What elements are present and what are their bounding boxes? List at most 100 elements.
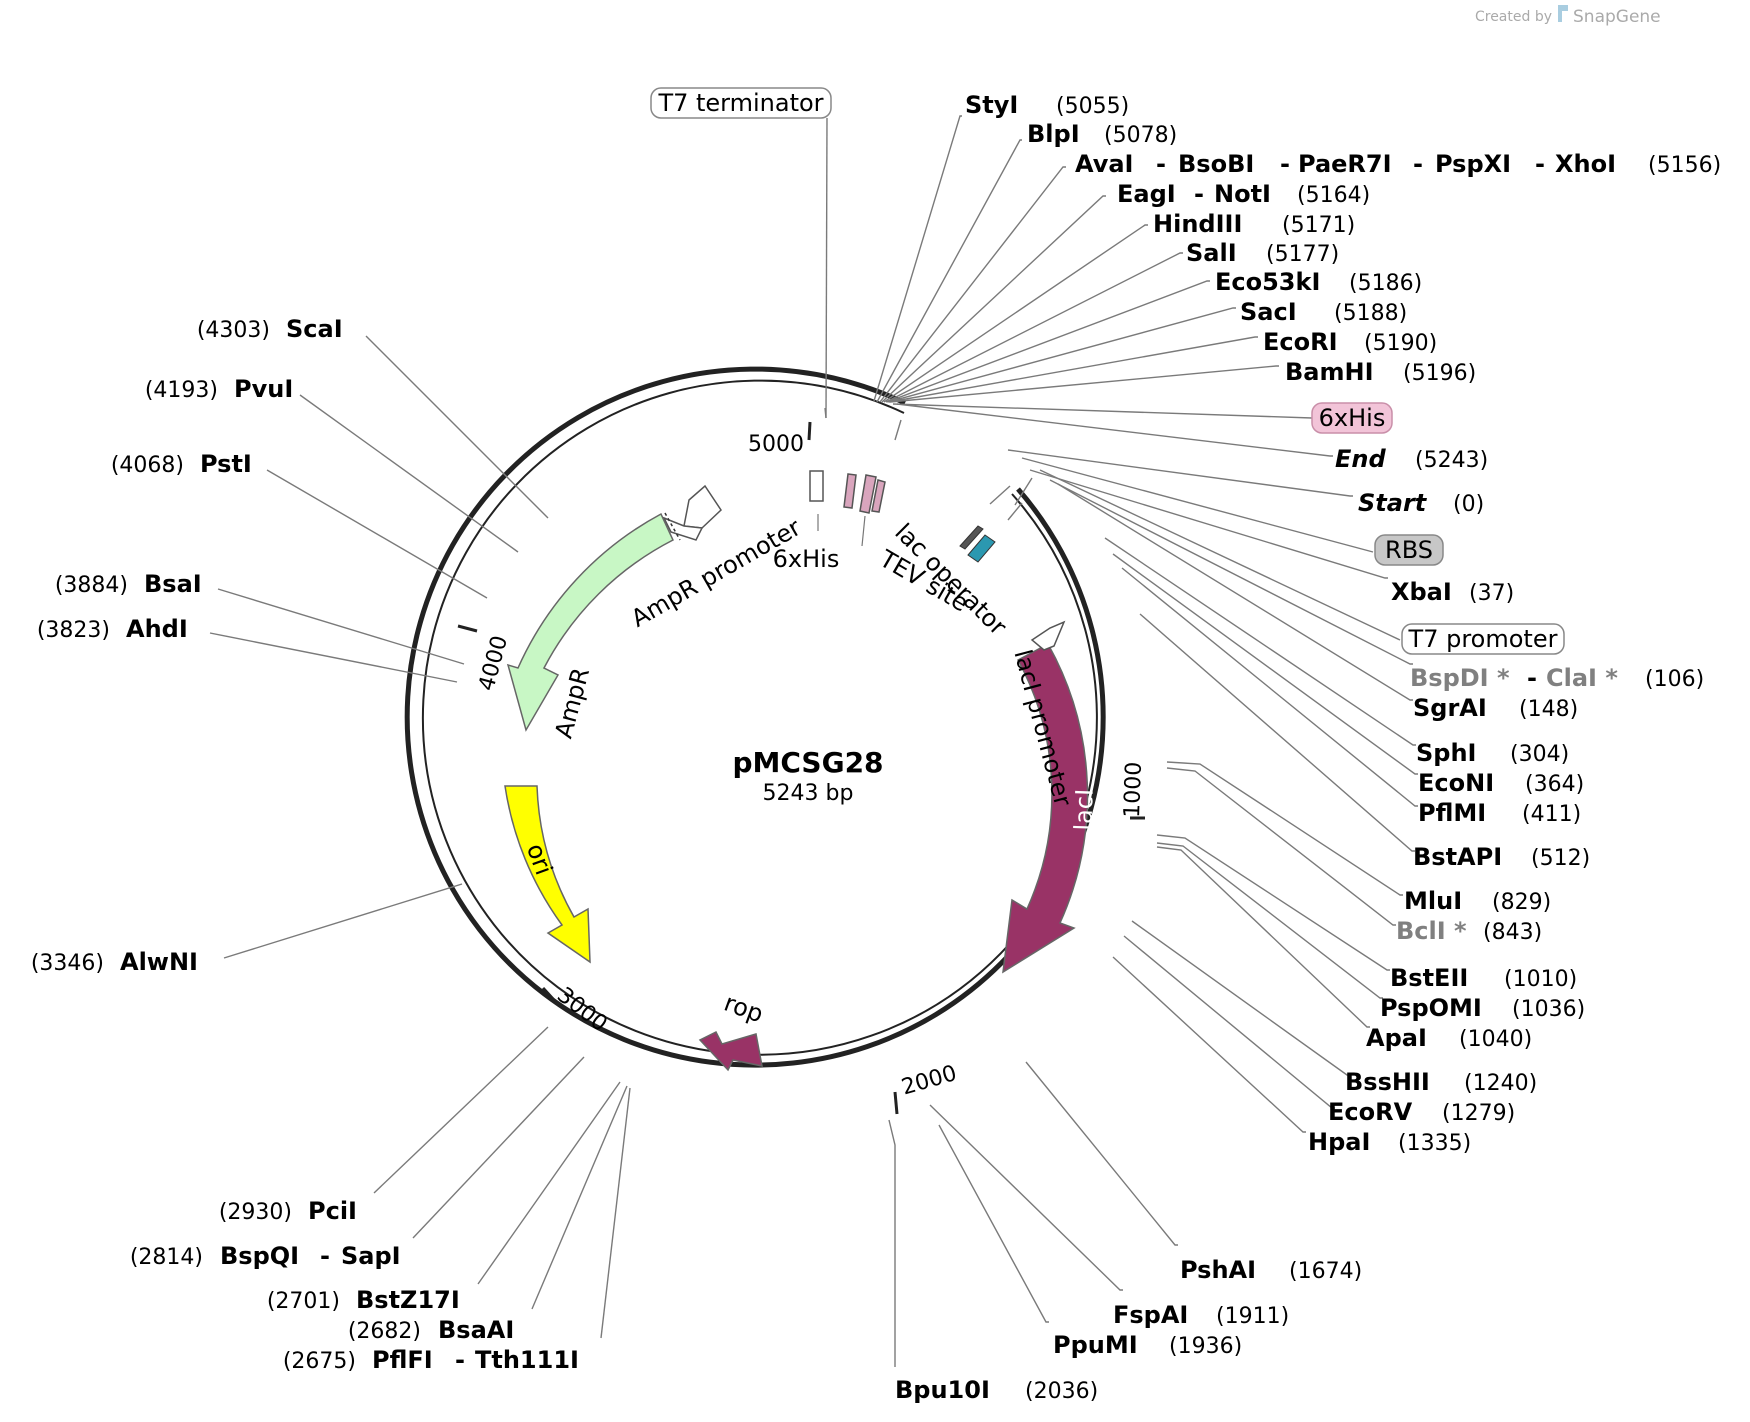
boxed-label-t7-promoter[interactable]: T7 promoter [1039, 469, 1565, 655]
site-name: SalI [1186, 239, 1237, 267]
site-name: EcoNI [1418, 769, 1494, 797]
site-sapi-group[interactable]: (2814) BspQI - SapI [130, 1056, 585, 1270]
site-alwni[interactable]: (3346) AlwNI [31, 883, 463, 976]
site-sali[interactable]: SalI (5177) [885, 239, 1339, 403]
site-name: PshAI [1180, 1256, 1256, 1284]
feature-laci[interactable] [1002, 642, 1089, 974]
site-separator: - [1156, 150, 1166, 178]
site-end[interactable]: End (5243) [896, 403, 1488, 473]
site-name: EagI [1117, 180, 1176, 208]
site-position: (2814) [130, 1245, 203, 1270]
site-pvui[interactable]: (4193) PvuI [145, 375, 519, 553]
site-scai[interactable]: (4303) ScaI [197, 315, 549, 519]
site-psti[interactable]: (4068) PstI [111, 450, 488, 599]
site-name: PciI [308, 1197, 357, 1225]
feature-rop[interactable] [698, 1030, 763, 1072]
site-separator: - [1527, 664, 1537, 692]
site-position: (1010) [1504, 967, 1577, 992]
site-eco53ki[interactable]: Eco53kI (5186) [886, 268, 1422, 403]
site-position: (5055) [1056, 94, 1129, 119]
feature-tev-site[interactable] [859, 474, 877, 514]
site-position: (411) [1522, 802, 1581, 827]
site-styi[interactable]: StyI (5055) [873, 91, 1129, 402]
site-pshai[interactable]: PshAI (1674) [1025, 1061, 1362, 1284]
site-ppumi[interactable]: PpuMI (1936) [938, 1124, 1242, 1359]
site-xhoi-group[interactable]: AvaI - BsoBI - PaeR7I - PspXI - XhoI (51… [879, 150, 1721, 403]
site-name: BspDI * [1410, 664, 1510, 692]
site-bpu10i[interactable]: Bpu10I (2036) [888, 1119, 1098, 1404]
site-bsteii[interactable]: BstEII (1010) [1156, 834, 1577, 992]
site-name: XhoI [1555, 150, 1616, 178]
site-name: EcoRV [1328, 1098, 1413, 1126]
site-position: (5188) [1334, 301, 1407, 326]
site-noti-group[interactable]: EagI - NotI (5164) [881, 180, 1370, 403]
site-blpi[interactable]: BlpI (5078) [876, 120, 1177, 403]
site-pflmi[interactable]: PflMI (411) [1121, 567, 1581, 827]
site-bsai[interactable]: (3884) BsaI [55, 570, 465, 665]
site-econi[interactable]: EcoNI (364) [1112, 553, 1584, 797]
site-name: FspAI [1113, 1301, 1188, 1329]
site-name: BsaAI [438, 1316, 514, 1344]
site-position: (4193) [145, 378, 218, 403]
site-sphi[interactable]: SphI (304) [1104, 537, 1569, 767]
feature-laci-promoter[interactable] [1030, 620, 1066, 651]
tick-marks [457, 421, 1145, 1115]
site-clai-group[interactable]: BspDI * - ClaI * (106) [1049, 479, 1704, 692]
site-name: PflFI [372, 1346, 433, 1374]
plasmid-length: 5243 bp [763, 781, 854, 806]
site-bstz17i[interactable]: (2701) BstZ17I [267, 1081, 621, 1314]
boxed-label-text: RBS [1385, 536, 1433, 564]
site-ecorv[interactable]: EcoRV (1279) [1123, 935, 1515, 1126]
feature-t7-terminator-marker [809, 470, 824, 502]
site-mlui[interactable]: MluI (829) [1166, 761, 1551, 915]
site-xbai[interactable]: XbaI (37) [1029, 469, 1514, 606]
site-name: PpuMI [1053, 1331, 1138, 1359]
site-name: Eco53kI [1215, 268, 1320, 296]
site-ecori[interactable]: EcoRI (5190) [888, 328, 1437, 403]
site-position: (5156) [1648, 153, 1721, 178]
site-saci[interactable]: SacI (5188) [887, 298, 1407, 403]
site-name: NotI [1214, 180, 1271, 208]
site-ahdi[interactable]: (3823) AhdI [37, 615, 458, 683]
site-name: BstZ17I [356, 1286, 460, 1314]
boxed-label-6xhis[interactable]: 6xHis [892, 402, 1393, 434]
site-pcii[interactable]: (2930) PciI [219, 1026, 549, 1225]
site-name: XbaI [1391, 578, 1452, 606]
site-hpai[interactable]: HpaI (1335) [1112, 956, 1471, 1156]
site-apai[interactable]: ApaI (1040) [1156, 846, 1532, 1052]
site-separator: - [320, 1242, 330, 1270]
feature-lac-operator[interactable] [959, 525, 996, 563]
site-bcli[interactable]: BclI * (843) [1166, 767, 1542, 945]
site-name: PspOMI [1380, 994, 1482, 1022]
site-fspai[interactable]: FspAI (1911) [929, 1104, 1289, 1329]
feature-ori[interactable] [504, 785, 591, 964]
site-bsshii[interactable]: BssHII (1240) [1131, 920, 1537, 1096]
feature-6xhis[interactable] [843, 473, 886, 513]
site-position: (1936) [1169, 1334, 1242, 1359]
site-position: (5177) [1266, 242, 1339, 267]
site-position: (5078) [1104, 123, 1177, 148]
site-start[interactable]: Start (0) [1007, 449, 1484, 517]
site-position: (2930) [219, 1200, 292, 1225]
site-name: ApaI [1366, 1024, 1427, 1052]
site-hindiii[interactable]: HindIII (5171) [883, 210, 1355, 403]
site-pspomi[interactable]: PspOMI (1036) [1156, 842, 1585, 1022]
tick-2000: 2000 [899, 1061, 960, 1100]
feature-ampr-promoter[interactable] [662, 484, 722, 541]
site-sgrai[interactable]: SgrAI (148) [1057, 483, 1578, 722]
site-tth111i-group[interactable]: (2675) PflFI - Tth111I [283, 1087, 631, 1374]
tick-1000: 1000 [1120, 761, 1147, 818]
boxed-label-rbs[interactable]: RBS [1021, 457, 1444, 566]
site-bsaai[interactable]: (2682) BsaAI [348, 1085, 628, 1344]
site-position: (1240) [1464, 1071, 1537, 1096]
site-name: BstAPI [1413, 843, 1502, 871]
site-bstapi[interactable]: BstAPI (512) [1139, 613, 1590, 871]
site-position: (3346) [31, 951, 104, 976]
site-name: BssHII [1345, 1068, 1430, 1096]
boxed-label-t7-terminator[interactable]: T7 terminator [650, 87, 832, 419]
feature-label-rop: rop [720, 989, 766, 1029]
feature-ampr[interactable] [506, 512, 674, 732]
site-name: Tth111I [475, 1346, 579, 1374]
site-bamhi[interactable]: BamHI (5196) [889, 358, 1476, 403]
site-position: (4068) [111, 453, 184, 478]
